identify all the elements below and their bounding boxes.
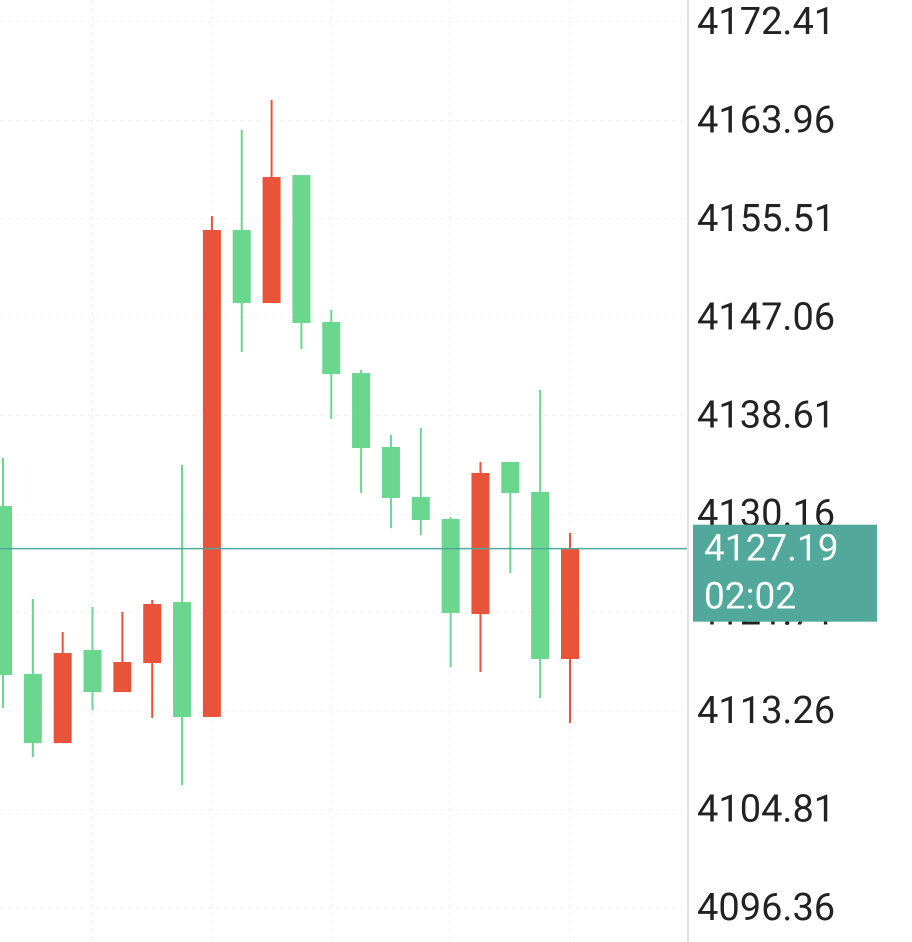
candle-body [143, 604, 162, 664]
candle-body [561, 548, 579, 659]
candle-body [113, 662, 132, 693]
y-tick-label: 4104.81 [697, 787, 835, 831]
candle-body [53, 653, 72, 744]
candle-body [411, 496, 430, 521]
price-tag: 4127.19 02:02 [693, 524, 877, 622]
y-tick-label: 4138.61 [697, 394, 835, 438]
candle-body [232, 230, 251, 304]
grid [0, 0, 688, 942]
y-tick-label: 4096.36 [697, 886, 835, 930]
candle-body [471, 472, 490, 615]
y-tick-label: 4113.26 [697, 689, 835, 733]
candle-body [23, 674, 42, 744]
candle-body [83, 650, 102, 693]
candle-body [501, 462, 520, 494]
y-tick-label: 4147.06 [697, 295, 835, 339]
y-tick-label: 4163.96 [697, 98, 835, 142]
candle-body [173, 602, 192, 717]
candle-body [531, 491, 550, 659]
price-tag-value: 4127.19 [704, 527, 839, 570]
candle-body [381, 447, 400, 499]
candle-body [441, 518, 460, 613]
candles [0, 100, 688, 785]
candle-body [202, 230, 221, 717]
candle-body [352, 373, 371, 449]
price-tag-countdown: 02:02 [704, 575, 796, 618]
y-tick-label: 4155.51 [697, 197, 835, 241]
price-tag-box [693, 524, 877, 622]
candle-body [322, 322, 341, 374]
y-tick-label: 4172.41 [697, 0, 835, 44]
candle-body [262, 177, 281, 304]
candle-body [0, 506, 12, 676]
candle-body [292, 175, 311, 323]
